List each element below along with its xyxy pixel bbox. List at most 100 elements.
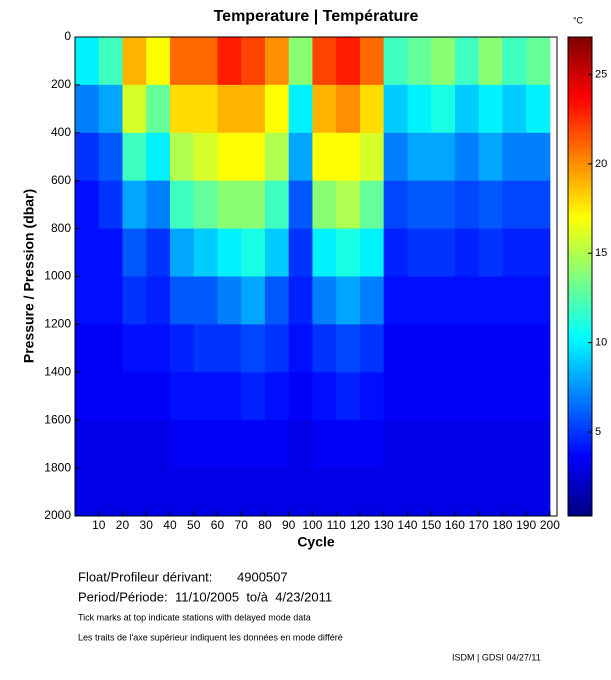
heatmap-cell xyxy=(478,420,503,469)
heatmap-cell xyxy=(98,420,123,469)
heatmap-cell xyxy=(312,84,337,134)
colorbar-segment xyxy=(568,100,592,106)
period: 11/10/2005 to/à 4/23/2011 xyxy=(175,589,332,604)
heatmap-cell xyxy=(359,372,385,421)
heatmap-cell xyxy=(264,324,290,373)
heatmap-cell xyxy=(359,276,385,325)
heatmap-cell xyxy=(288,324,313,373)
colorbar-segment xyxy=(568,396,592,401)
heatmap-cell xyxy=(264,276,290,325)
colorbar-segment xyxy=(568,140,592,146)
heatmap-cell xyxy=(407,372,432,421)
heatmap-cell xyxy=(146,84,171,134)
colorbar-segment xyxy=(568,504,592,509)
heatmap-cell xyxy=(431,468,456,517)
heatmap-cell xyxy=(431,228,456,277)
heatmap-cell xyxy=(336,324,361,373)
heatmap-cell xyxy=(359,324,385,373)
heatmap-cell xyxy=(241,37,266,86)
heatmap-cell xyxy=(146,37,171,86)
colorbar-segment xyxy=(568,408,592,413)
heatmap-cell xyxy=(122,132,147,182)
heatmap-cell xyxy=(264,372,290,421)
x-tick-label: 180 xyxy=(492,518,512,532)
heatmap-cell xyxy=(217,84,242,134)
colorbar-segment xyxy=(568,48,592,54)
colorbar-segment xyxy=(568,472,592,477)
colorbar-segment xyxy=(568,208,592,214)
heatmap-cell xyxy=(122,420,147,469)
x-tick-label: 200 xyxy=(540,518,560,532)
heatmap-cell xyxy=(241,228,266,277)
x-tick-label: 70 xyxy=(235,518,249,532)
x-axis-label: Cycle xyxy=(297,534,335,550)
heatmap-cell xyxy=(264,228,290,277)
x-tick-label: 120 xyxy=(350,518,370,532)
colorbar-segment xyxy=(568,316,592,321)
heatmap-cell xyxy=(193,324,218,373)
heatmap-cell xyxy=(478,228,503,277)
heatmap-cell xyxy=(336,132,361,182)
heatmap-cell xyxy=(264,84,290,134)
heatmap-cell xyxy=(169,228,195,277)
colorbar-segment xyxy=(568,60,592,66)
colorbar-segment xyxy=(568,37,592,42)
heatmap-cell xyxy=(75,228,100,277)
colorbar-segment xyxy=(568,296,592,301)
colorbar-tick-label: 20 xyxy=(595,158,607,170)
x-tick-label: 150 xyxy=(421,518,441,532)
colorbar-segment xyxy=(568,232,592,238)
heatmap-cell xyxy=(454,468,480,517)
colorbar-segment xyxy=(568,136,592,142)
colorbar-segment xyxy=(568,276,592,281)
colorbar-segment xyxy=(568,228,592,234)
heatmap-cell xyxy=(312,228,337,277)
heatmap-cell xyxy=(122,468,147,517)
colorbar-segment xyxy=(568,76,592,82)
colorbar-label: °C xyxy=(573,15,584,25)
heatmap-cell xyxy=(526,132,551,182)
heatmap-cell xyxy=(169,324,195,373)
colorbar-tick-label: 5 xyxy=(595,426,601,438)
colorbar-segment xyxy=(568,400,592,405)
heatmap-cell xyxy=(98,37,123,86)
colorbar-segment xyxy=(568,404,592,409)
colorbar-segment xyxy=(568,320,592,325)
heatmap-cell xyxy=(193,372,218,421)
heatmap-cell xyxy=(217,180,242,230)
heatmap-cell xyxy=(122,84,147,134)
heatmap-cell xyxy=(75,324,100,373)
colorbar-segment xyxy=(568,412,592,417)
heatmap-cell xyxy=(217,228,242,277)
colorbar-segment xyxy=(568,432,592,437)
heatmap-cell xyxy=(98,180,123,230)
colorbar-segment xyxy=(568,244,592,250)
y-tick-label: 2000 xyxy=(44,508,71,522)
colorbar-segment xyxy=(568,248,592,254)
heatmap-cell xyxy=(526,372,551,421)
heatmap-cell xyxy=(431,372,456,421)
heatmap-cell xyxy=(502,132,527,182)
x-tick-label: 100 xyxy=(302,518,322,532)
heatmap-cell xyxy=(312,372,337,421)
heatmap-cell xyxy=(431,132,456,182)
colorbar-segment xyxy=(568,352,592,357)
heatmap-cell xyxy=(217,372,242,421)
y-tick-label: 1600 xyxy=(44,412,71,426)
heatmap-cell xyxy=(407,180,432,230)
colorbar-segment xyxy=(568,348,592,353)
heatmap-cell xyxy=(169,468,195,517)
colorbar-segment xyxy=(568,332,592,337)
heatmap-cell xyxy=(407,228,432,277)
heatmap-cell xyxy=(217,468,242,517)
heatmap-cell xyxy=(146,324,171,373)
colorbar-segment xyxy=(568,384,592,389)
colorbar-segment xyxy=(568,460,592,465)
heatmap-cell xyxy=(502,468,527,517)
colorbar-segment xyxy=(568,284,592,289)
colorbar-segment xyxy=(568,96,592,102)
heatmap-cell xyxy=(502,228,527,277)
heatmap-cell xyxy=(359,420,385,469)
colorbar-segment xyxy=(568,328,592,333)
heatmap-cell xyxy=(146,132,171,182)
